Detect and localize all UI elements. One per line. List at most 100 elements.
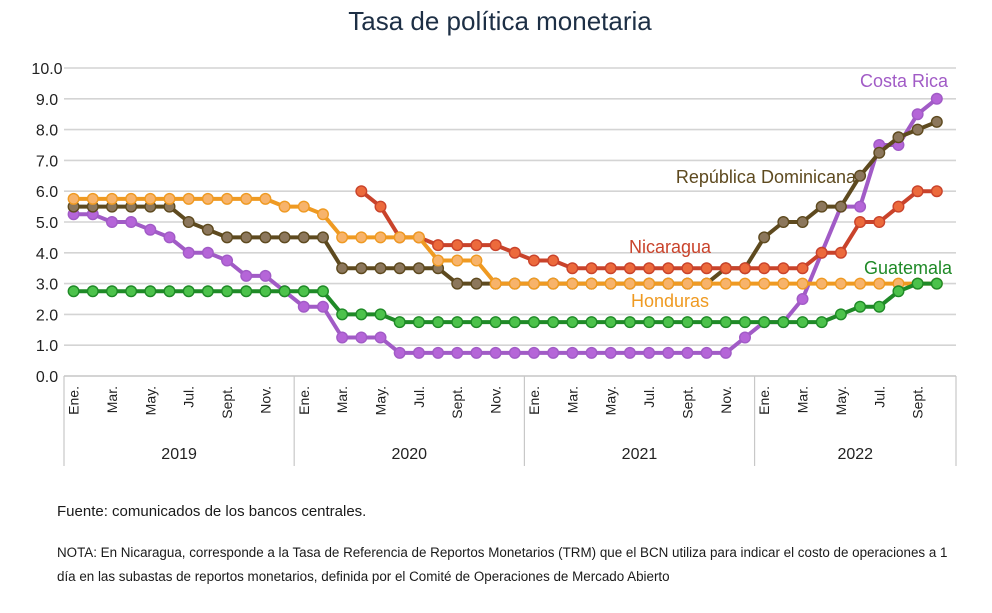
data-point [815, 316, 828, 329]
data-point [432, 254, 445, 267]
series-label: Costa Rica [860, 71, 949, 91]
x-tick-label: Sept. [219, 386, 235, 419]
data-point [738, 316, 751, 329]
data-point [374, 200, 387, 213]
data-point [892, 131, 905, 144]
data-point [489, 239, 502, 252]
data-point [700, 277, 713, 290]
data-point [470, 316, 483, 329]
data-point [911, 185, 924, 198]
data-point [451, 254, 464, 267]
series-label: Guatemala [864, 258, 953, 278]
data-point [259, 269, 272, 282]
x-tick-label: Ene. [756, 386, 772, 415]
line-chart: 0.0 1.0 2.0 3.0 4.0 5.0 6.0 7.0 8.0 9.0 10.0 Ene. M… [31, 61, 957, 466]
x-tick-label: Sept. [449, 386, 465, 419]
data-point [432, 316, 445, 329]
data-point [834, 277, 847, 290]
data-point [623, 316, 636, 329]
data-point [527, 254, 540, 267]
x-tick-label: May. [142, 386, 158, 415]
series-label: República Dominicana [676, 167, 857, 187]
y-tick-label: 4.0 [36, 246, 58, 263]
data-point [585, 316, 598, 329]
data-point [681, 346, 694, 359]
data-point [182, 246, 195, 259]
y-tick-label: 2.0 [36, 307, 58, 324]
data-point [393, 346, 406, 359]
data-point [393, 262, 406, 275]
data-point [834, 308, 847, 321]
data-point [758, 277, 771, 290]
data-point [451, 239, 464, 252]
data-point [604, 346, 617, 359]
series-lines [67, 92, 943, 359]
data-point [873, 300, 886, 313]
series-line [71, 196, 939, 286]
data-point [144, 285, 157, 298]
data-point [930, 115, 943, 128]
data-point [604, 316, 617, 329]
data-point [796, 262, 809, 275]
data-point [873, 215, 886, 228]
data-point [777, 277, 790, 290]
data-point [489, 316, 502, 329]
data-point [470, 239, 483, 252]
data-point [815, 277, 828, 290]
data-point [240, 285, 253, 298]
x-tick-label: Ene. [66, 386, 82, 415]
series-honduras [67, 192, 943, 290]
data-point [182, 215, 195, 228]
series-guatemala [67, 277, 943, 329]
y-tick-label: 7.0 [36, 153, 58, 170]
data-point [125, 285, 138, 298]
data-point [240, 231, 253, 244]
data-point [547, 254, 560, 267]
series-line [71, 119, 939, 286]
data-point [777, 262, 790, 275]
data-point [585, 262, 598, 275]
data-point [930, 277, 943, 290]
data-point [163, 192, 176, 205]
data-point [854, 277, 867, 290]
data-point [834, 200, 847, 213]
data-point [336, 308, 349, 321]
data-point [374, 308, 387, 321]
data-point [873, 146, 886, 159]
data-point [700, 346, 713, 359]
data-point [259, 192, 272, 205]
data-point [854, 300, 867, 313]
x-tick-label: Jul. [641, 386, 657, 408]
data-point [758, 262, 771, 275]
data-point [374, 262, 387, 275]
data-point [566, 262, 579, 275]
data-point [316, 300, 329, 313]
data-point [796, 215, 809, 228]
data-point [221, 231, 234, 244]
x-tick-label: Nov. [257, 386, 273, 414]
data-point [873, 277, 886, 290]
data-point [623, 262, 636, 275]
data-point [527, 277, 540, 290]
data-point [412, 346, 425, 359]
data-point [470, 277, 483, 290]
data-point [566, 346, 579, 359]
data-point [163, 231, 176, 244]
data-point [201, 223, 214, 236]
data-point [451, 346, 464, 359]
x-tick-label: Ene. [296, 386, 312, 415]
y-tick-label: 5.0 [36, 215, 58, 232]
source-note: Fuente: comunicados de los bancos centra… [57, 503, 367, 520]
data-point [67, 285, 80, 298]
data-point [623, 277, 636, 290]
data-point [911, 108, 924, 121]
data-point [163, 285, 176, 298]
data-point [527, 346, 540, 359]
data-point [662, 346, 675, 359]
data-point [316, 208, 329, 221]
data-point [374, 331, 387, 344]
data-point [662, 262, 675, 275]
x-tick-label: Mar. [104, 386, 120, 413]
x-tick-label: Nov. [488, 386, 504, 414]
year-label: 2022 [837, 446, 873, 463]
